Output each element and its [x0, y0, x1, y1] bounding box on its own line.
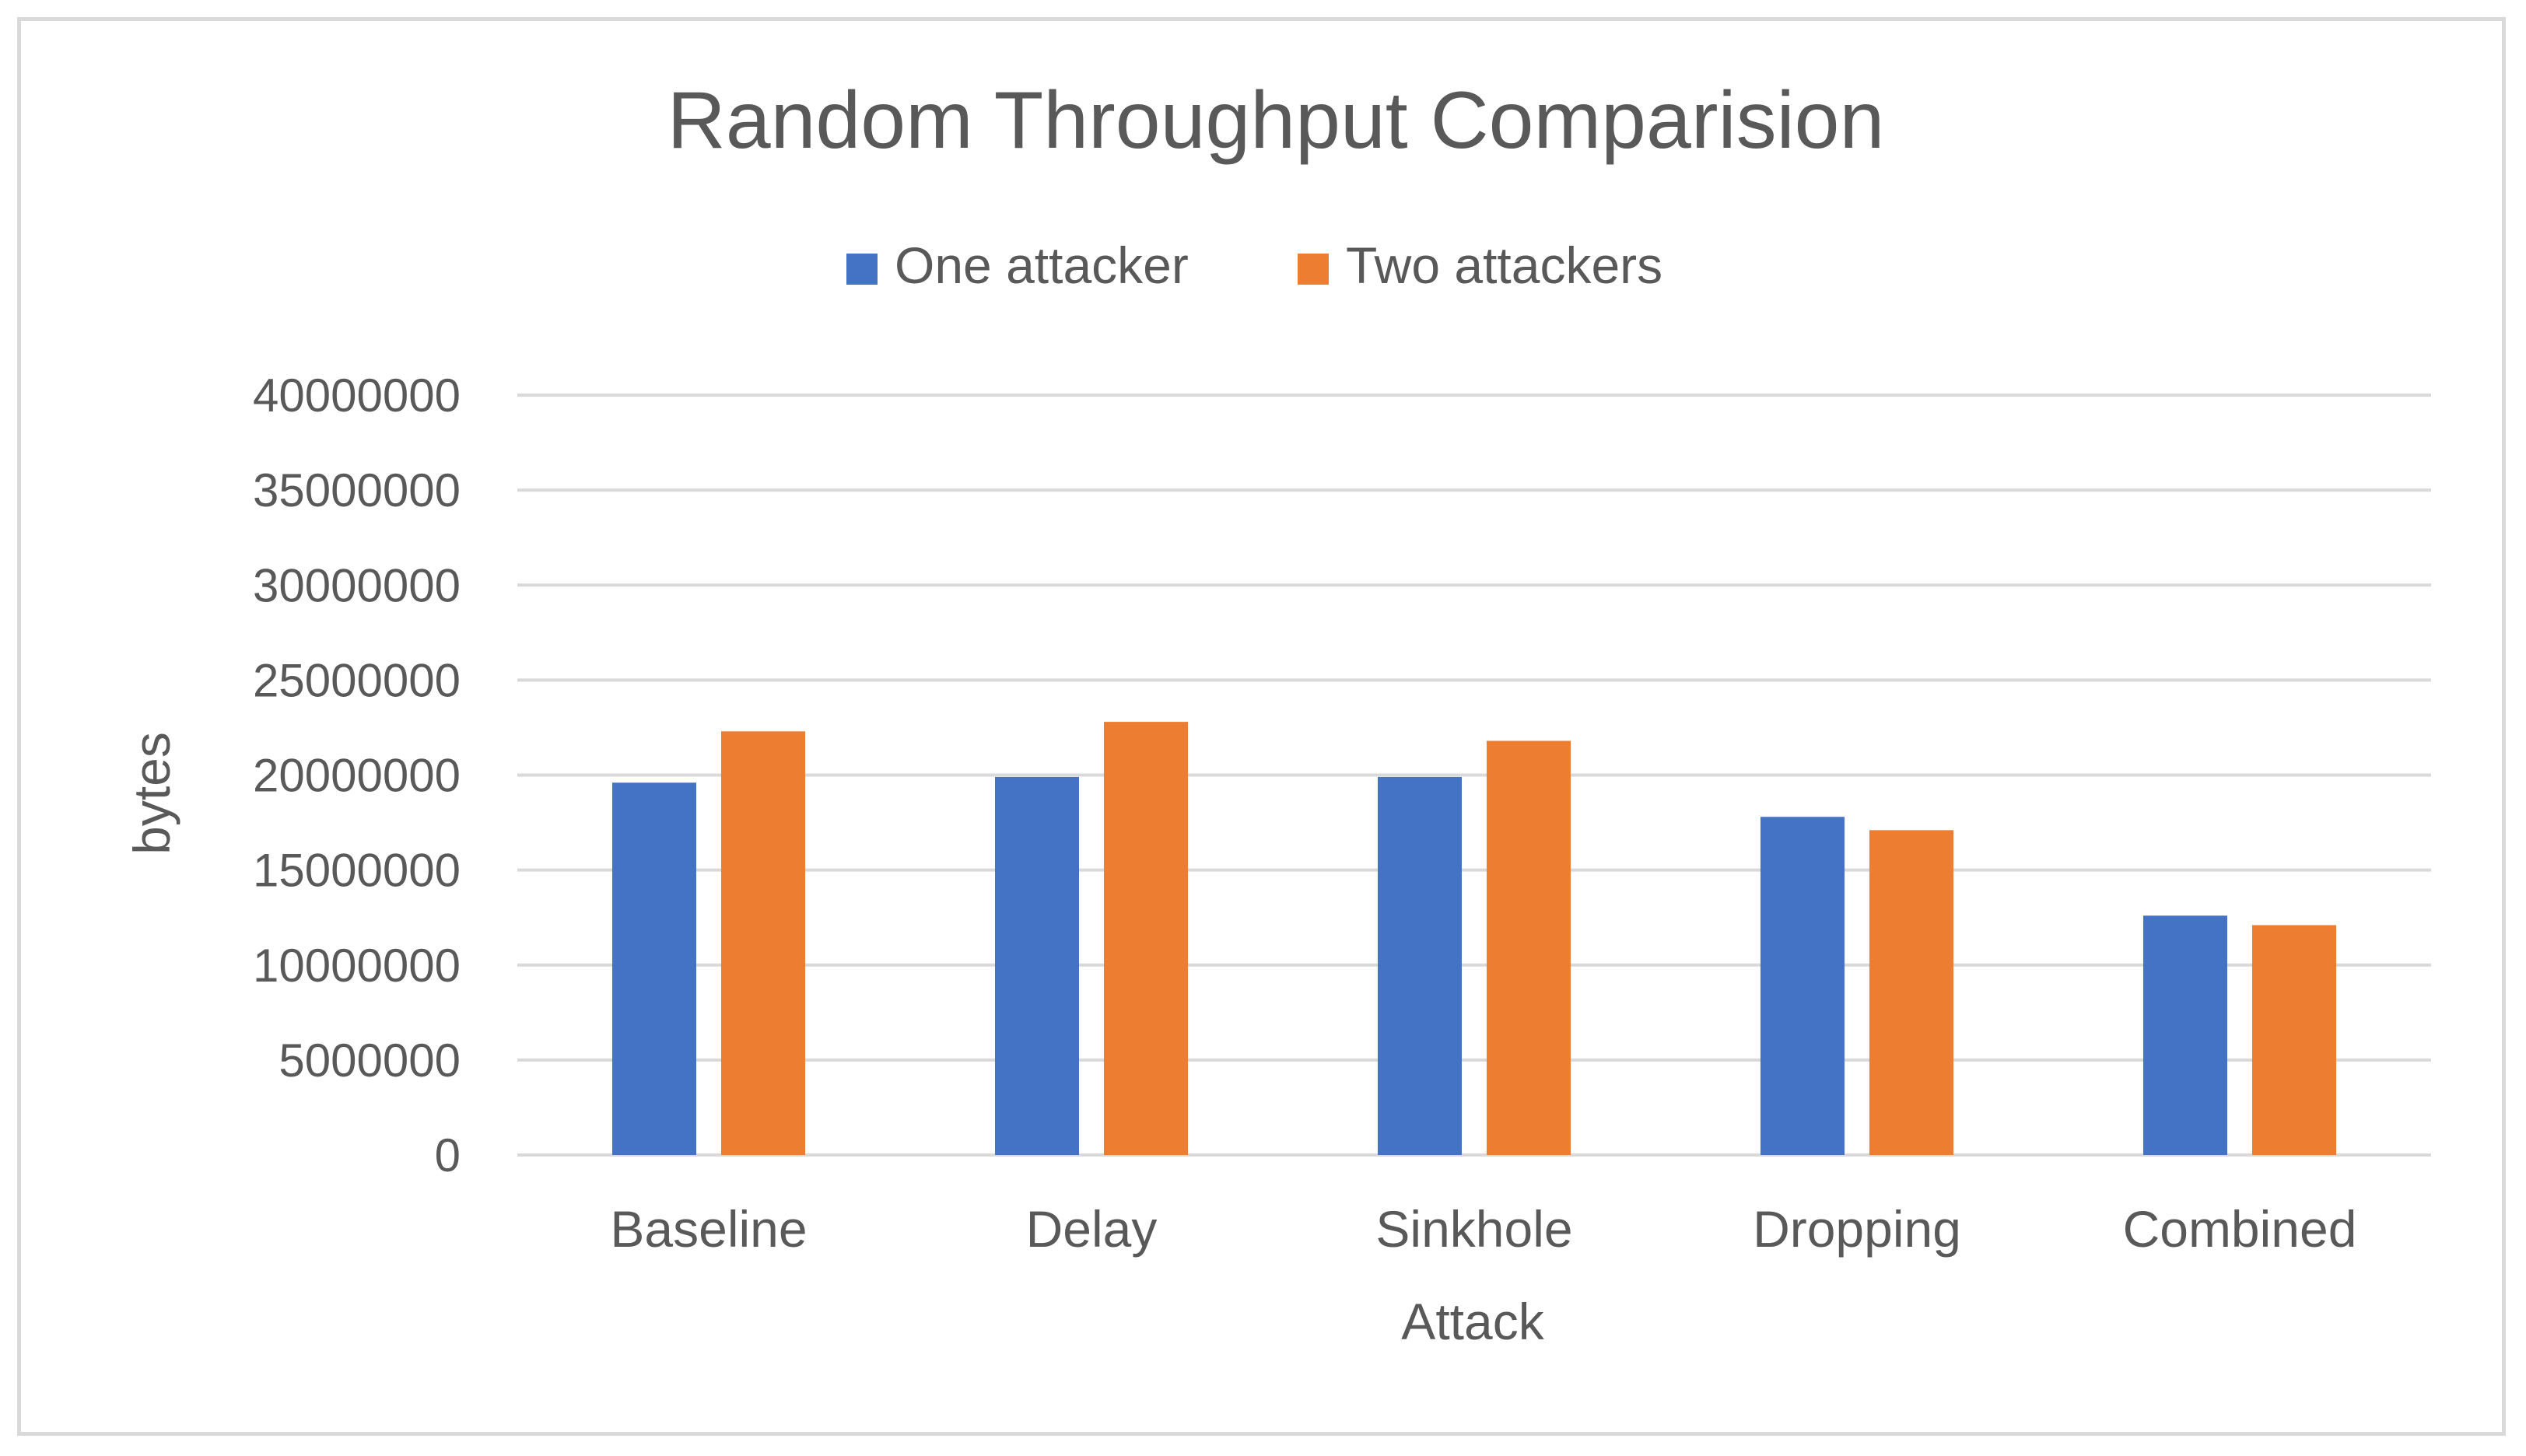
y-tick-label: 15000000	[253, 845, 461, 897]
y-tick-label: 40000000	[253, 369, 461, 422]
chart-frame	[17, 17, 2506, 1436]
bar-one-attacker-dropping	[1760, 817, 1845, 1155]
x-category-labels: Baseline Delay Sinkhole Dropping Combined	[610, 1200, 2356, 1258]
y-tick-label: 25000000	[253, 654, 461, 706]
bar-one-attacker-combined	[2143, 915, 2227, 1155]
bars	[612, 722, 2336, 1155]
x-category-label: Sinkhole	[1375, 1200, 1572, 1258]
chart-title: Random Throughput Comparision	[667, 75, 1885, 166]
bar-one-attacker-delay	[995, 776, 1079, 1155]
y-tick-label: 20000000	[253, 750, 461, 802]
bar-two-attackers-baseline	[721, 731, 805, 1155]
bar-two-attackers-sinkhole	[1487, 740, 1571, 1155]
y-tick-label: 0	[435, 1129, 461, 1181]
bar-one-attacker-sinkhole	[1378, 776, 1462, 1155]
x-category-label: Dropping	[1753, 1200, 1961, 1258]
y-axis-title: bytes	[123, 732, 180, 855]
bar-two-attackers-combined	[2252, 925, 2336, 1155]
x-category-label: Combined	[2123, 1200, 2357, 1258]
legend-swatch	[1298, 254, 1329, 285]
y-tick-label: 30000000	[253, 559, 461, 611]
legend-label: One attacker	[895, 236, 1189, 294]
x-category-label: Baseline	[610, 1200, 807, 1258]
legend: One attacker Two attackers	[846, 236, 1662, 294]
y-tick-label: 10000000	[253, 940, 461, 992]
bar-two-attackers-dropping	[1869, 830, 1953, 1155]
x-category-label: Delay	[1026, 1200, 1158, 1258]
y-tick-label: 35000000	[253, 464, 461, 516]
bar-two-attackers-delay	[1104, 722, 1188, 1155]
x-axis-title: Attack	[1401, 1293, 1544, 1350]
legend-label: Two attackers	[1346, 236, 1662, 294]
legend-swatch	[846, 254, 878, 285]
y-tick-labels: 0 5000000 10000000 15000000 20000000 25000000…	[253, 369, 461, 1181]
y-tick-label: 5000000	[279, 1034, 461, 1087]
bar-one-attacker-baseline	[612, 782, 696, 1155]
gridlines	[517, 394, 2431, 1157]
